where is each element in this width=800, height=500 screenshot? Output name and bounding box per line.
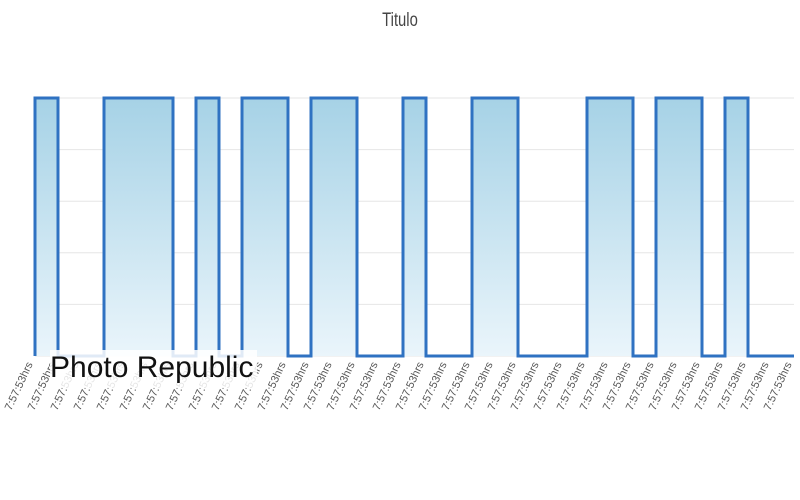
series-line xyxy=(33,96,794,358)
chart-title: Titulo xyxy=(382,10,418,31)
series-area-fill xyxy=(35,98,794,356)
watermark-text: Photo Republic xyxy=(50,350,258,388)
series-area xyxy=(35,98,794,356)
series-line-path xyxy=(33,96,794,358)
